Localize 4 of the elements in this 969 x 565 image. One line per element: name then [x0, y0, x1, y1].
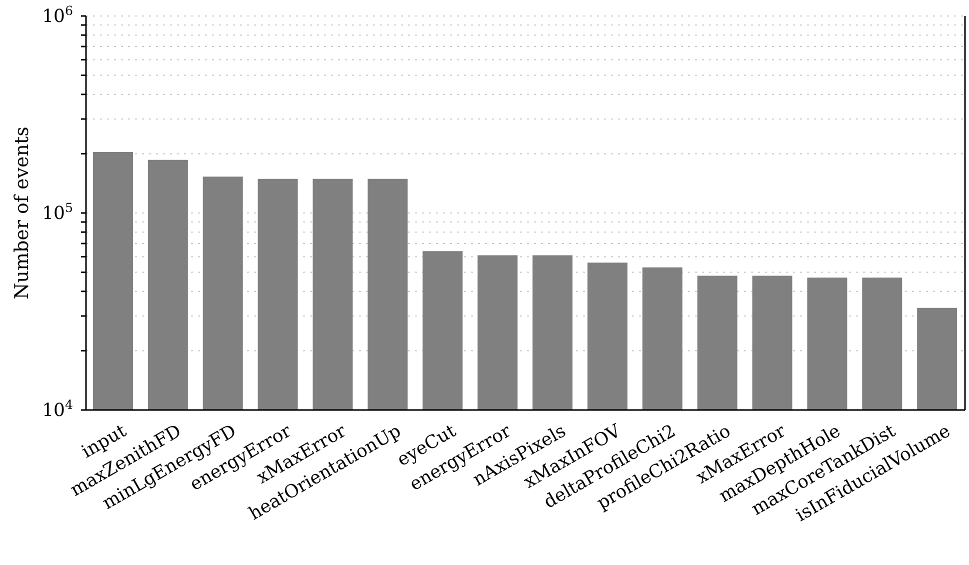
y-axis-title: Number of events: [11, 126, 33, 300]
y-tick-label: 10$^{4}$: [42, 396, 73, 421]
y-tick-label: 10$^{5}$: [42, 200, 73, 224]
y-tick-label: 10$^{6}$: [42, 2, 73, 27]
